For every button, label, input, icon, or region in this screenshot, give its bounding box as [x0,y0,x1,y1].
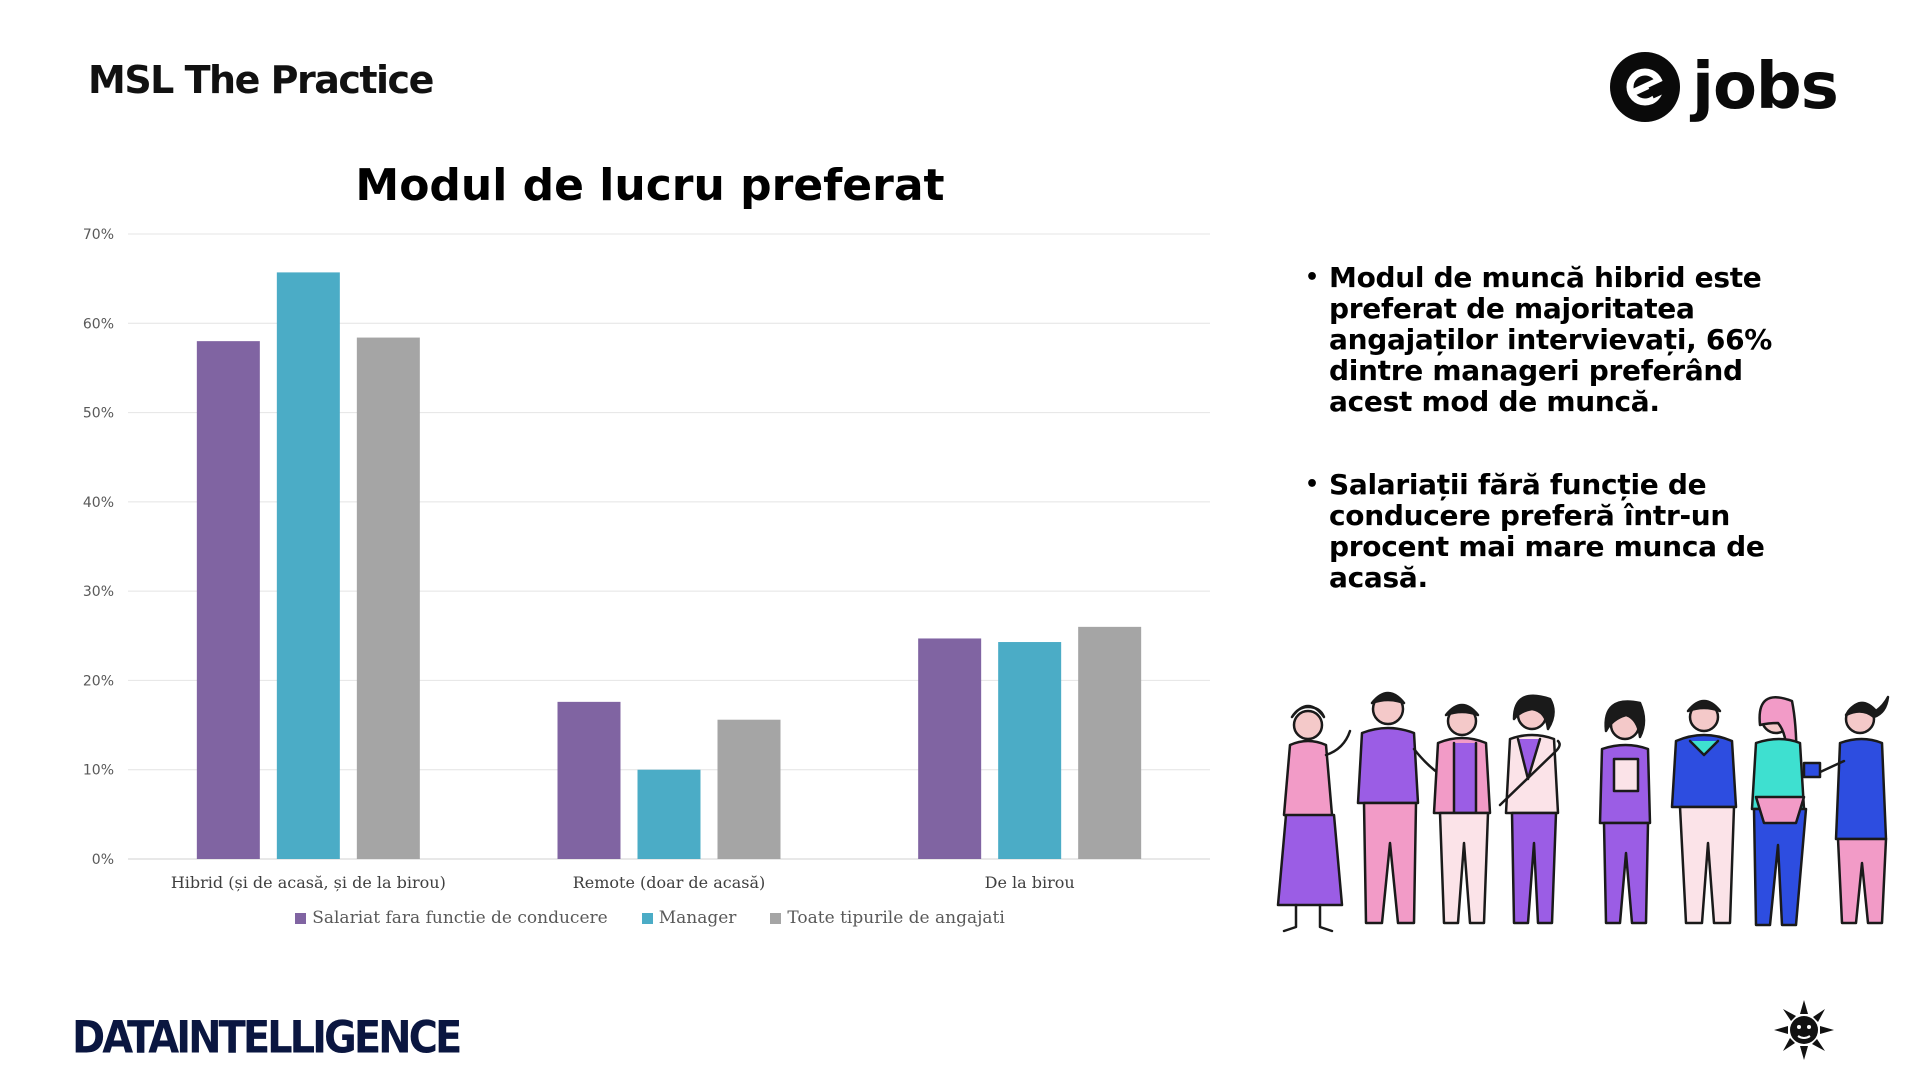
insight-item: Salariații fără funcție de conducere pre… [1305,469,1785,593]
legend-item-toate: Toate tipurile de angajati [770,908,1005,928]
bar [276,272,340,860]
person-figure [1276,704,1352,933]
person-figure [1498,694,1561,925]
bar [557,701,621,859]
y-tick-label: 60% [83,316,114,332]
legend-label: Toate tipurile de angajati [787,908,1005,928]
y-tick-label: 40% [83,495,114,511]
y-tick-label: 50% [83,406,114,422]
person-figure [1356,691,1446,925]
bar [1078,626,1142,859]
people-illustration [1276,691,1890,933]
bar [356,337,420,860]
ejobs-mark-icon [1610,52,1680,122]
y-tick-label: 70% [83,227,114,243]
x-tick-label: Hibrid (și de acasă, și de la birou) [171,873,446,892]
ejobs-wordmark: jobs [1692,50,1839,124]
legend-item-manager: Manager [641,908,737,928]
ejobs-logo: jobs [1610,48,1839,126]
insights-list: Modul de muncă hibrid este preferat de m… [1305,262,1785,645]
legend-label: Manager [658,908,737,928]
lion-emblem-icon [1774,1000,1834,1060]
y-tick-label: 30% [83,584,114,600]
person-figure [1598,700,1652,925]
legend-swatch [641,912,653,924]
person-figure [1802,695,1890,925]
x-tick-label: De la birou [985,873,1075,892]
bar [918,638,982,859]
y-tick-label: 10% [83,763,114,779]
bar [196,341,260,860]
bar [637,769,701,859]
bar [717,719,781,859]
person-figure [1750,696,1808,927]
chart-legend: Salariat fara functie de conducere Manag… [100,908,1200,928]
msl-logo: MSL The Practice [88,58,434,102]
chart-title: Modul de lucru preferat [355,160,945,211]
legend-item-salariat: Salariat fara functie de conducere [295,908,608,928]
data-intelligence-logo: DATAINTELLIGENCE [72,1012,462,1064]
x-tick-label: Remote (doar de acasă) [573,873,766,892]
legend-label: Salariat fara functie de conducere [312,908,608,928]
insight-item: Modul de muncă hibrid este preferat de m… [1305,262,1785,417]
legend-swatch [295,912,307,924]
legend-swatch [770,912,782,924]
person-figure [1432,703,1492,925]
person-figure [1670,699,1738,925]
y-tick-label: 20% [83,673,114,689]
bar [998,642,1062,859]
y-tick-label: 0% [92,852,114,868]
